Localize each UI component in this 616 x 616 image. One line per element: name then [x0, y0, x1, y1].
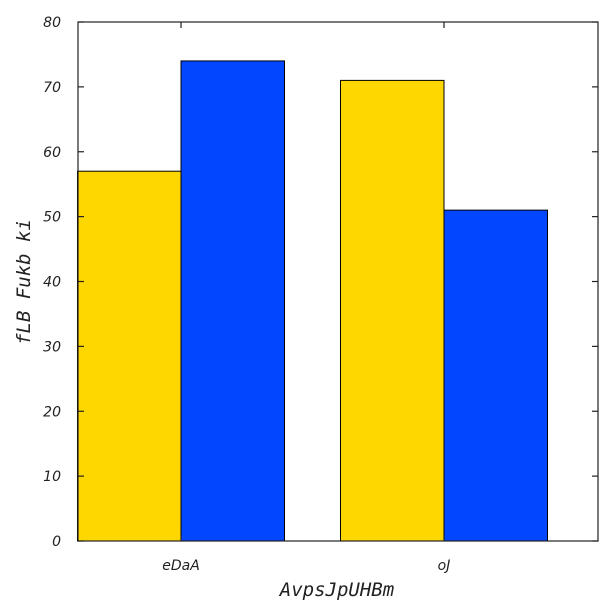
- bar-series1-eDaA: [77, 170, 182, 542]
- bar-series1-oJ: [340, 79, 445, 542]
- y-tick-label: 60: [43, 145, 61, 161]
- axes: 0 10 20 30 40 50 60 70 80 eDaA oJ: [43, 15, 599, 574]
- x-tick-label: oJ: [438, 558, 451, 574]
- y-tick-label: 80: [43, 15, 61, 31]
- x-axis-label: AvpsJpUHBm: [279, 579, 394, 601]
- bar-series2-oJ: [443, 209, 548, 542]
- bar-series2-eDaA: [180, 60, 285, 542]
- y-tick-label: 0: [52, 534, 61, 550]
- y-tick-label: 30: [43, 339, 61, 355]
- y-tick-label: 70: [43, 80, 61, 96]
- bars: [77, 60, 548, 542]
- y-tick-label: 40: [43, 275, 61, 291]
- y-tick-label: 10: [43, 469, 61, 485]
- x-tick-label: eDaA: [162, 558, 200, 574]
- y-tick-label: 50: [43, 210, 61, 226]
- y-axis-label: fLB Fukb ki: [13, 219, 35, 345]
- y-tick-label: 20: [43, 404, 61, 420]
